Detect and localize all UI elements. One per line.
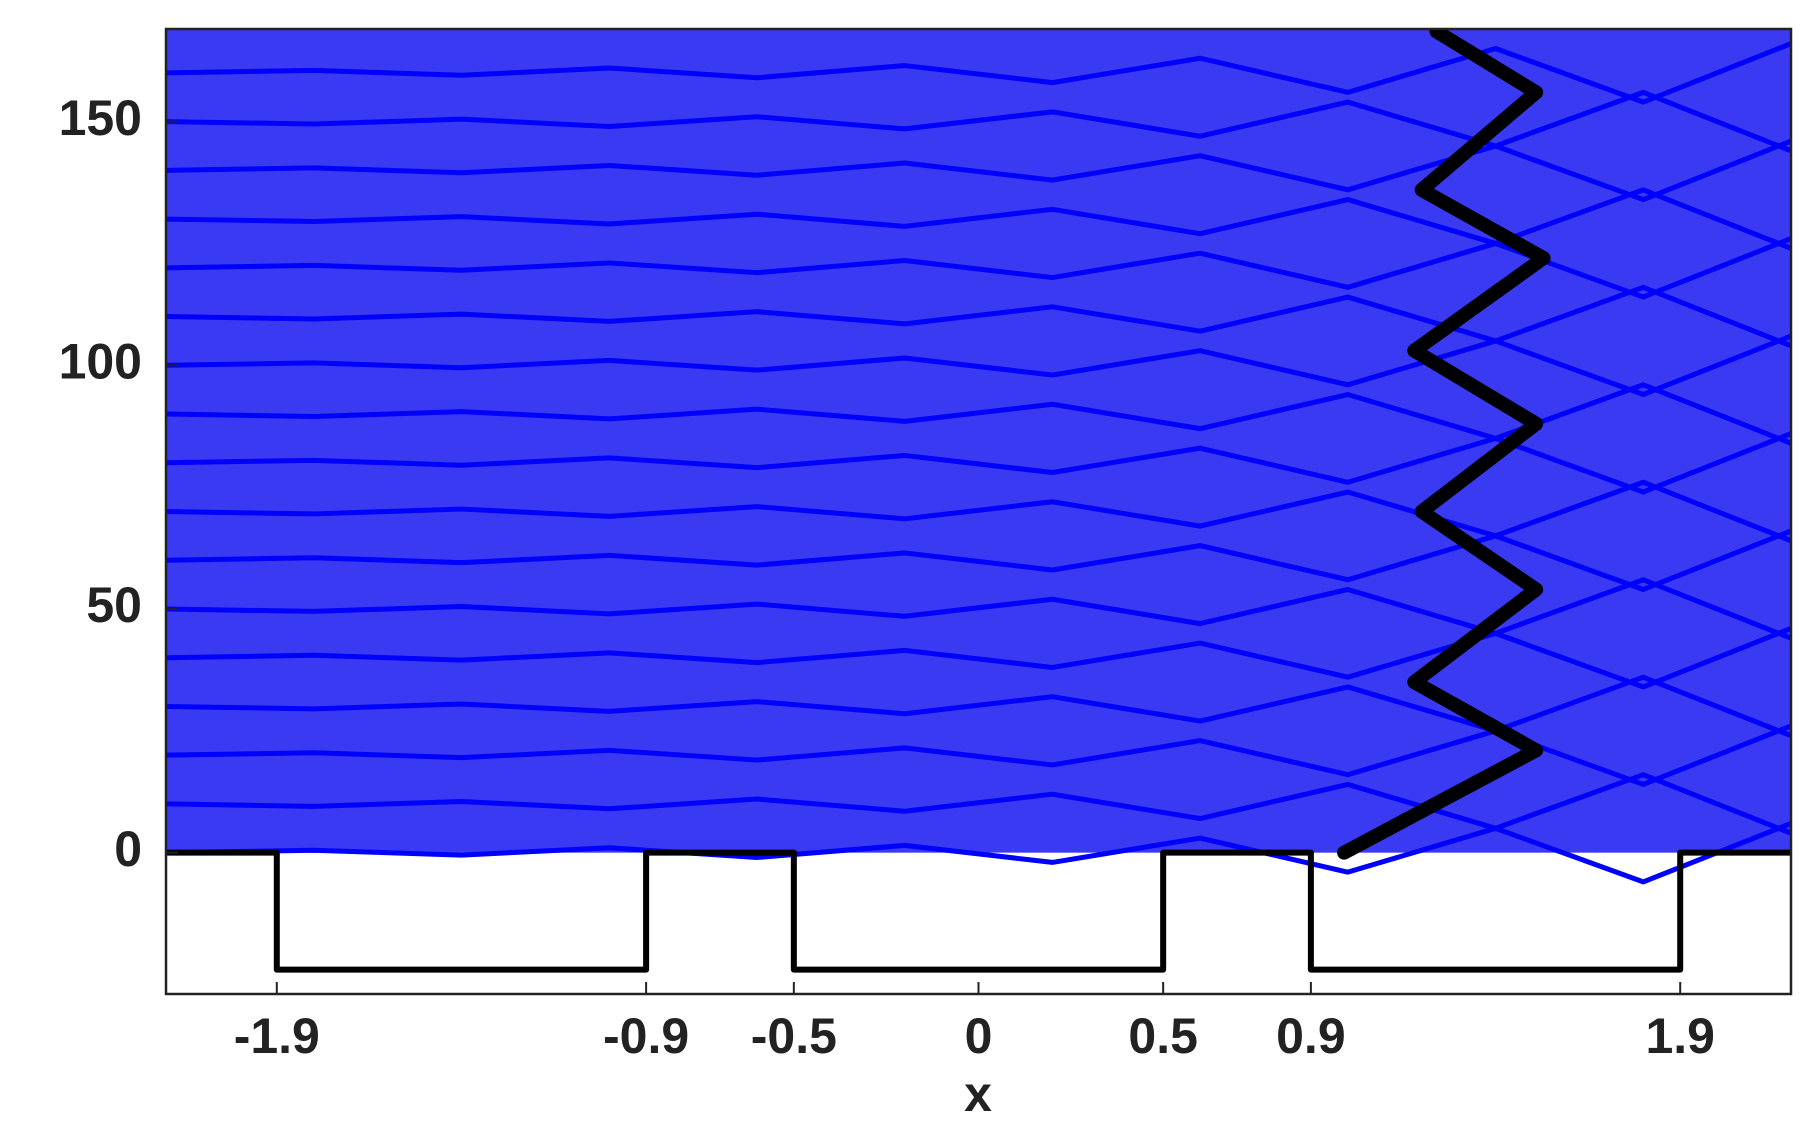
field-line xyxy=(166,89,1791,154)
x-tick-label: 0 xyxy=(965,1008,993,1064)
y-tick-label: 50 xyxy=(86,577,142,633)
x-tick-label: -1.9 xyxy=(234,1008,320,1064)
x-tick-label: 0.9 xyxy=(1276,1008,1346,1064)
trajectory xyxy=(166,849,1791,973)
field-line xyxy=(166,187,1791,251)
field-line xyxy=(166,431,1791,495)
y-tick-label: 100 xyxy=(59,333,142,389)
x-tick-label: -0.9 xyxy=(603,1008,689,1064)
field-line xyxy=(166,577,1791,641)
field-line xyxy=(166,820,1791,885)
trajectory xyxy=(1337,29,1551,860)
field-line xyxy=(166,625,1791,690)
field-line xyxy=(166,674,1791,739)
x-tick-label: 0.5 xyxy=(1128,1008,1198,1064)
field-line xyxy=(166,138,1791,203)
x-axis-label: x xyxy=(964,1066,992,1122)
field-line xyxy=(166,528,1791,592)
field-line xyxy=(166,333,1791,398)
field-line xyxy=(166,41,1791,105)
y-tick-label: 0 xyxy=(114,821,142,877)
x-tick-label: 1.9 xyxy=(1645,1008,1715,1064)
plot-area xyxy=(166,29,1791,973)
trajectory-region xyxy=(166,29,1791,853)
field-line xyxy=(166,479,1791,544)
field-line xyxy=(166,284,1791,349)
x-tick-label: -0.5 xyxy=(751,1008,837,1064)
y-tick-label: 150 xyxy=(59,90,142,146)
field-line xyxy=(166,772,1791,836)
